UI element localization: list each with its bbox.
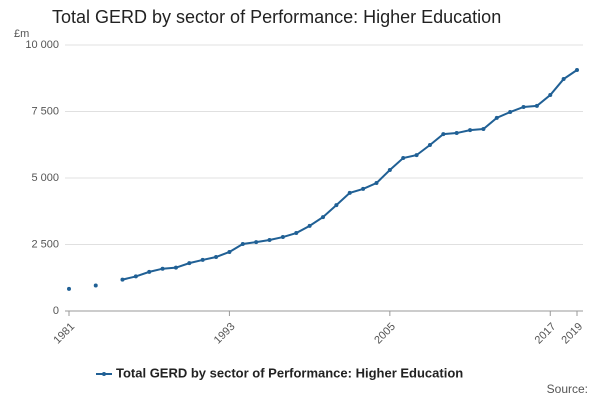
y-tick-label: 2 500: [31, 238, 59, 250]
point: [334, 203, 339, 208]
point: [147, 269, 152, 274]
point: [200, 257, 205, 262]
point: [454, 131, 459, 136]
y-tick-label: 7 500: [31, 105, 59, 117]
point: [494, 115, 499, 120]
point: [240, 241, 245, 246]
point: [374, 181, 379, 186]
point: [347, 190, 352, 195]
x-tick-label: 2019: [559, 321, 585, 347]
point: [307, 223, 312, 228]
point: [468, 128, 473, 133]
point: [227, 249, 232, 254]
point: [427, 143, 432, 148]
point: [441, 132, 446, 137]
point: [414, 153, 419, 158]
point: [481, 127, 486, 132]
y-tick-label: 0: [53, 305, 59, 317]
x-tick-label: 1981: [51, 321, 77, 347]
point: [133, 274, 138, 279]
point: [521, 104, 526, 109]
point: [361, 186, 366, 191]
point: [280, 235, 285, 240]
point: [120, 277, 125, 282]
point: [508, 110, 513, 115]
x-tick-label: 2017: [533, 321, 559, 347]
point: [561, 77, 566, 82]
point: [401, 156, 406, 161]
y-tick-label: 10 000: [25, 39, 59, 51]
legend-marker: [102, 372, 106, 376]
point: [387, 168, 392, 173]
y-tick-label: 5 000: [31, 172, 59, 184]
point: [67, 286, 71, 291]
point: [160, 266, 165, 271]
point: [187, 261, 192, 266]
point: [93, 283, 98, 288]
x-tick-label: 2005: [372, 321, 398, 347]
point: [321, 215, 325, 220]
chart-title: Total GERD by sector of Performance: Hig…: [52, 7, 501, 27]
y-axis-label: £m: [14, 28, 29, 40]
point: [254, 240, 259, 245]
x-tick-label: 1993: [212, 321, 238, 347]
point: [575, 68, 579, 73]
point: [294, 231, 299, 236]
source: Source:: [547, 382, 588, 396]
legend-label: Total GERD by sector of Performance: Hig…: [116, 365, 463, 380]
point: [214, 255, 219, 260]
line: [122, 69, 578, 281]
point: [173, 265, 178, 270]
point: [534, 103, 539, 108]
point: [548, 93, 553, 98]
point: [267, 237, 272, 242]
